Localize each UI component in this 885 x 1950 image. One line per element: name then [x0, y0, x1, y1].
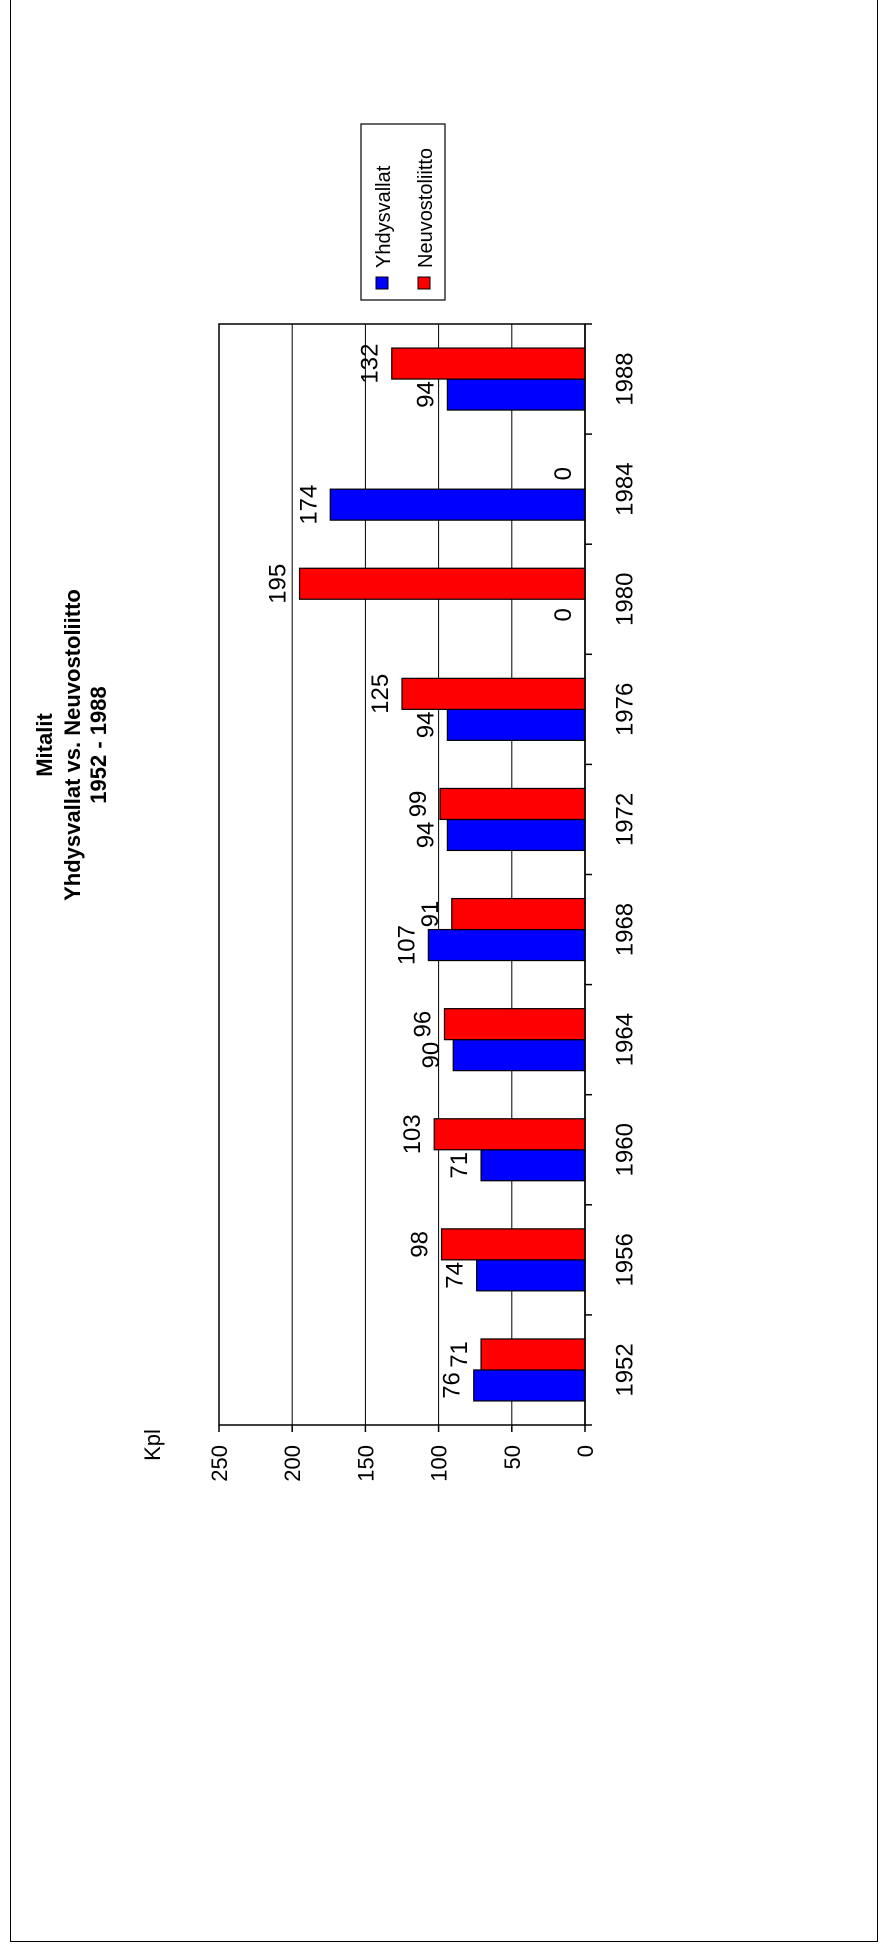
data-label: 76	[439, 1372, 466, 1399]
category-label: 1952	[612, 1343, 639, 1396]
bar-yhdysvallat	[446, 708, 586, 741]
bar-neuvostoliitto	[298, 567, 586, 600]
legend: Yhdysvallat Neuvostoliitto	[360, 123, 446, 301]
bar-neuvostoliitto	[480, 1338, 586, 1371]
bar-yhdysvallat	[480, 1149, 586, 1182]
bar-neuvostoliitto	[391, 347, 586, 380]
data-label: 98	[407, 1231, 434, 1258]
y-tick-label: 100	[427, 1445, 452, 1482]
title-block: Mitalit Yhdysvallat vs. Neuvostoliitto 195…	[32, 589, 111, 901]
bar-yhdysvallat	[329, 488, 586, 521]
y-tick-label: 200	[280, 1445, 305, 1482]
y-tick-label: 50	[500, 1445, 525, 1469]
data-label: 94	[412, 381, 439, 408]
category-label: 1976	[612, 683, 639, 736]
data-label: 0	[550, 467, 577, 480]
bar-yhdysvallat	[476, 1259, 586, 1292]
data-label: 71	[446, 1341, 473, 1368]
data-label: 94	[412, 711, 439, 738]
bar-neuvostoliitto	[401, 677, 586, 710]
category-label: 1988	[612, 352, 639, 405]
data-label: 103	[399, 1114, 426, 1154]
chart-subtitle-line-1: Yhdysvallat vs. Neuvostoliitto	[60, 589, 85, 901]
axes	[218, 323, 592, 1432]
bar-yhdysvallat	[446, 818, 586, 852]
data-label: 0	[550, 608, 577, 621]
category-label: 1972	[612, 793, 639, 846]
bar-yhdysvallat	[427, 928, 586, 962]
labels: 0 50 100 150 200 250 1952 76 71 1956 74 98 1960 71 103…	[140, 344, 639, 1482]
bar-neuvostoliitto	[440, 1228, 586, 1261]
bar-neuvostoliitto	[439, 787, 586, 821]
bar-yhdysvallat	[473, 1369, 586, 1402]
chart-frame	[10, 0, 878, 1942]
chart-title: Mitalit	[32, 713, 57, 777]
legend-swatch-yhdysvallat	[375, 276, 389, 290]
y-tick-label: 250	[207, 1445, 232, 1482]
legend-label: Yhdysvallat	[373, 165, 395, 268]
data-label: 195	[265, 564, 292, 604]
data-label: 99	[405, 791, 432, 818]
data-label: 174	[295, 485, 322, 525]
bar-neuvostoliitto	[451, 897, 586, 931]
data-label: 94	[412, 822, 439, 849]
bars	[298, 347, 586, 1402]
data-label: 132	[357, 344, 384, 384]
y-axis-title: Kpl	[140, 1429, 165, 1461]
legend-box	[360, 123, 446, 301]
legend-swatch-neuvostoliitto	[417, 276, 431, 290]
data-label: 125	[367, 674, 394, 714]
category-label: 1968	[612, 903, 639, 956]
data-label: 71	[446, 1152, 473, 1179]
y-tick-label: 150	[353, 1445, 378, 1482]
data-label: 90	[418, 1042, 445, 1069]
bar-yhdysvallat	[452, 1039, 586, 1072]
category-label: 1956	[612, 1233, 639, 1286]
y-tick-label: 0	[573, 1445, 598, 1457]
data-label: 74	[442, 1262, 469, 1289]
data-label: 107	[393, 925, 420, 965]
category-label: 1960	[612, 1123, 639, 1176]
category-label: 1984	[612, 462, 639, 515]
chart-subtitle-line-2: 1952 - 1988	[86, 686, 111, 803]
bar-neuvostoliitto	[443, 1008, 586, 1041]
data-label: 91	[417, 901, 444, 928]
bar-yhdysvallat	[446, 378, 586, 411]
data-label: 96	[409, 1011, 436, 1038]
bar-neuvostoliitto	[433, 1118, 586, 1151]
category-label: 1980	[612, 573, 639, 626]
category-label: 1964	[612, 1013, 639, 1066]
legend-label: Neuvostoliitto	[415, 148, 437, 268]
